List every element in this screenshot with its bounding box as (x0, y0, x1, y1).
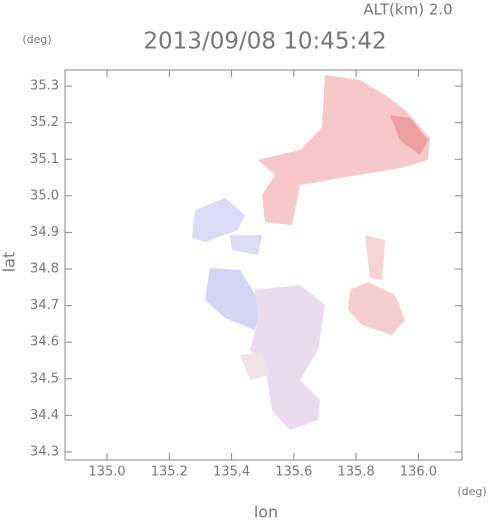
y-tick-label: 34.7 (30, 298, 59, 313)
x-unit: (deg) (457, 485, 486, 498)
y-tick-label: 34.8 (30, 262, 59, 277)
echo-mixed (250, 285, 325, 430)
y-tick-label: 34.4 (30, 408, 59, 423)
x-tick-label: 135.0 (88, 465, 125, 480)
echo-red (390, 115, 428, 155)
echo-red (258, 75, 430, 225)
y-tick-label: 34.5 (30, 371, 59, 386)
echo-blue (230, 235, 262, 255)
x-tick-label: 135.8 (338, 465, 375, 480)
y-tick-label: 35.0 (30, 188, 59, 203)
x-tick-label: 135.4 (213, 465, 250, 480)
y-tick-label: 34.6 (30, 335, 59, 350)
y-tick-label: 34.3 (30, 444, 59, 459)
x-axis-label: lon (254, 503, 278, 521)
y-tick-label: 34.9 (30, 225, 59, 240)
altitude: ALT(km) 2.0 (363, 1, 452, 19)
y-unit: (deg) (22, 33, 51, 46)
x-tick-label: 136.0 (400, 465, 437, 480)
x-tick-label: 135.6 (275, 465, 312, 480)
chart-title: 2013/09/08 10:45:42 (143, 29, 386, 55)
y-axis-label: lat (0, 252, 19, 273)
plot-frame (64, 69, 463, 461)
y-tick-label: 35.2 (30, 115, 59, 130)
y-tick-label: 35.1 (30, 152, 59, 167)
echo-red (348, 282, 405, 335)
echo-blue (192, 198, 245, 242)
x-tick-label: 135.2 (151, 465, 188, 480)
echoes (192, 75, 430, 430)
echo-mixed (240, 352, 270, 380)
echo-red (365, 235, 385, 280)
echo-blue (205, 268, 262, 330)
y-tick-label: 35.3 (30, 79, 59, 94)
axes: 135.0 135.2 135.4 135.6 135.8 136.0 34.3 34.4 34… (30, 70, 462, 480)
